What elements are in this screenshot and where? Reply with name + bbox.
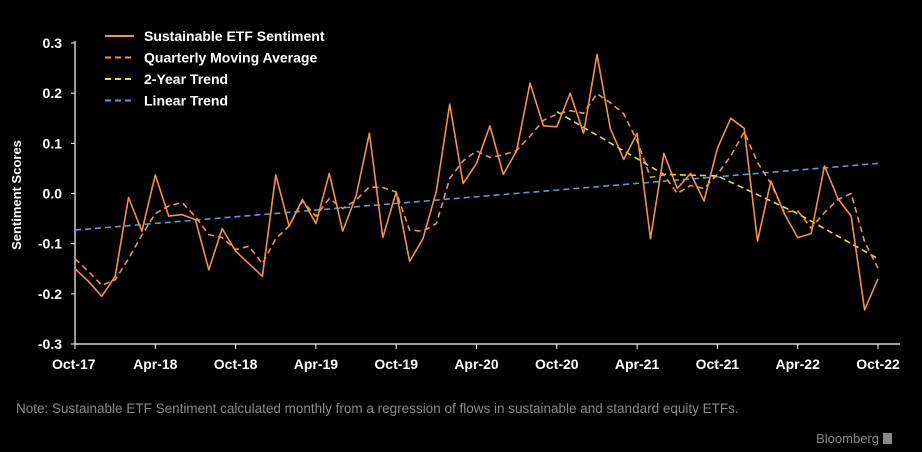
y-tick-label: -0.2 [38, 286, 62, 302]
series-linear-trend [74, 162, 879, 231]
legend-label: Sustainable ETF Sentiment [144, 28, 325, 44]
y-tick-label: 0.0 [43, 186, 63, 202]
series-sustainable-etf-sentiment [74, 53, 879, 311]
y-tick-label: -0.3 [38, 336, 62, 352]
x-tick-label: Apr-20 [454, 356, 499, 372]
x-tick-label: Oct-18 [214, 356, 258, 372]
chart: 0.3 0.2 0.1 0.0 -0.1 -0.2 -0.3 Oct-17 Apr-18 Oct-… [9, 28, 900, 372]
series-layer [74, 53, 879, 311]
chart-note: Note: Sustainable ETF Sentiment calculat… [16, 401, 739, 416]
legend-label: Linear Trend [144, 93, 228, 109]
axes: 0.3 0.2 0.1 0.0 -0.1 -0.2 -0.3 Oct-17 Apr-18 Oct-… [9, 35, 900, 372]
x-tick-label: Apr-21 [615, 356, 660, 372]
x-tick-label: Oct-19 [374, 356, 418, 372]
brand-name: Bloomberg [816, 431, 879, 446]
x-tick-label: Oct-17 [52, 356, 96, 372]
y-axis-title: Sentiment Scores [9, 140, 24, 250]
x-tick-label: Oct-22 [856, 356, 900, 372]
legend-label: Quarterly Moving Average [144, 50, 317, 66]
legend-label: 2-Year Trend [144, 71, 228, 87]
legend: Sustainable ETF Sentiment Quarterly Movin… [105, 28, 325, 109]
series-quarterly-moving-average [74, 92, 879, 287]
x-tick-label: Oct-20 [535, 356, 579, 372]
x-tick-label: Apr-22 [776, 356, 821, 372]
y-tick-label: 0.3 [43, 35, 63, 51]
bloomberg-logo-icon [883, 433, 892, 444]
series-2-year-trend [556, 111, 879, 260]
x-tick-label: Oct-21 [696, 356, 740, 372]
brand: Bloomberg [816, 431, 892, 446]
y-tick-label: 0.2 [43, 85, 63, 101]
y-tick-label: 0.1 [43, 135, 63, 151]
x-tick-label: Apr-18 [133, 356, 178, 372]
x-tick-label: Apr-19 [294, 356, 339, 372]
y-tick-label: -0.1 [38, 236, 62, 252]
